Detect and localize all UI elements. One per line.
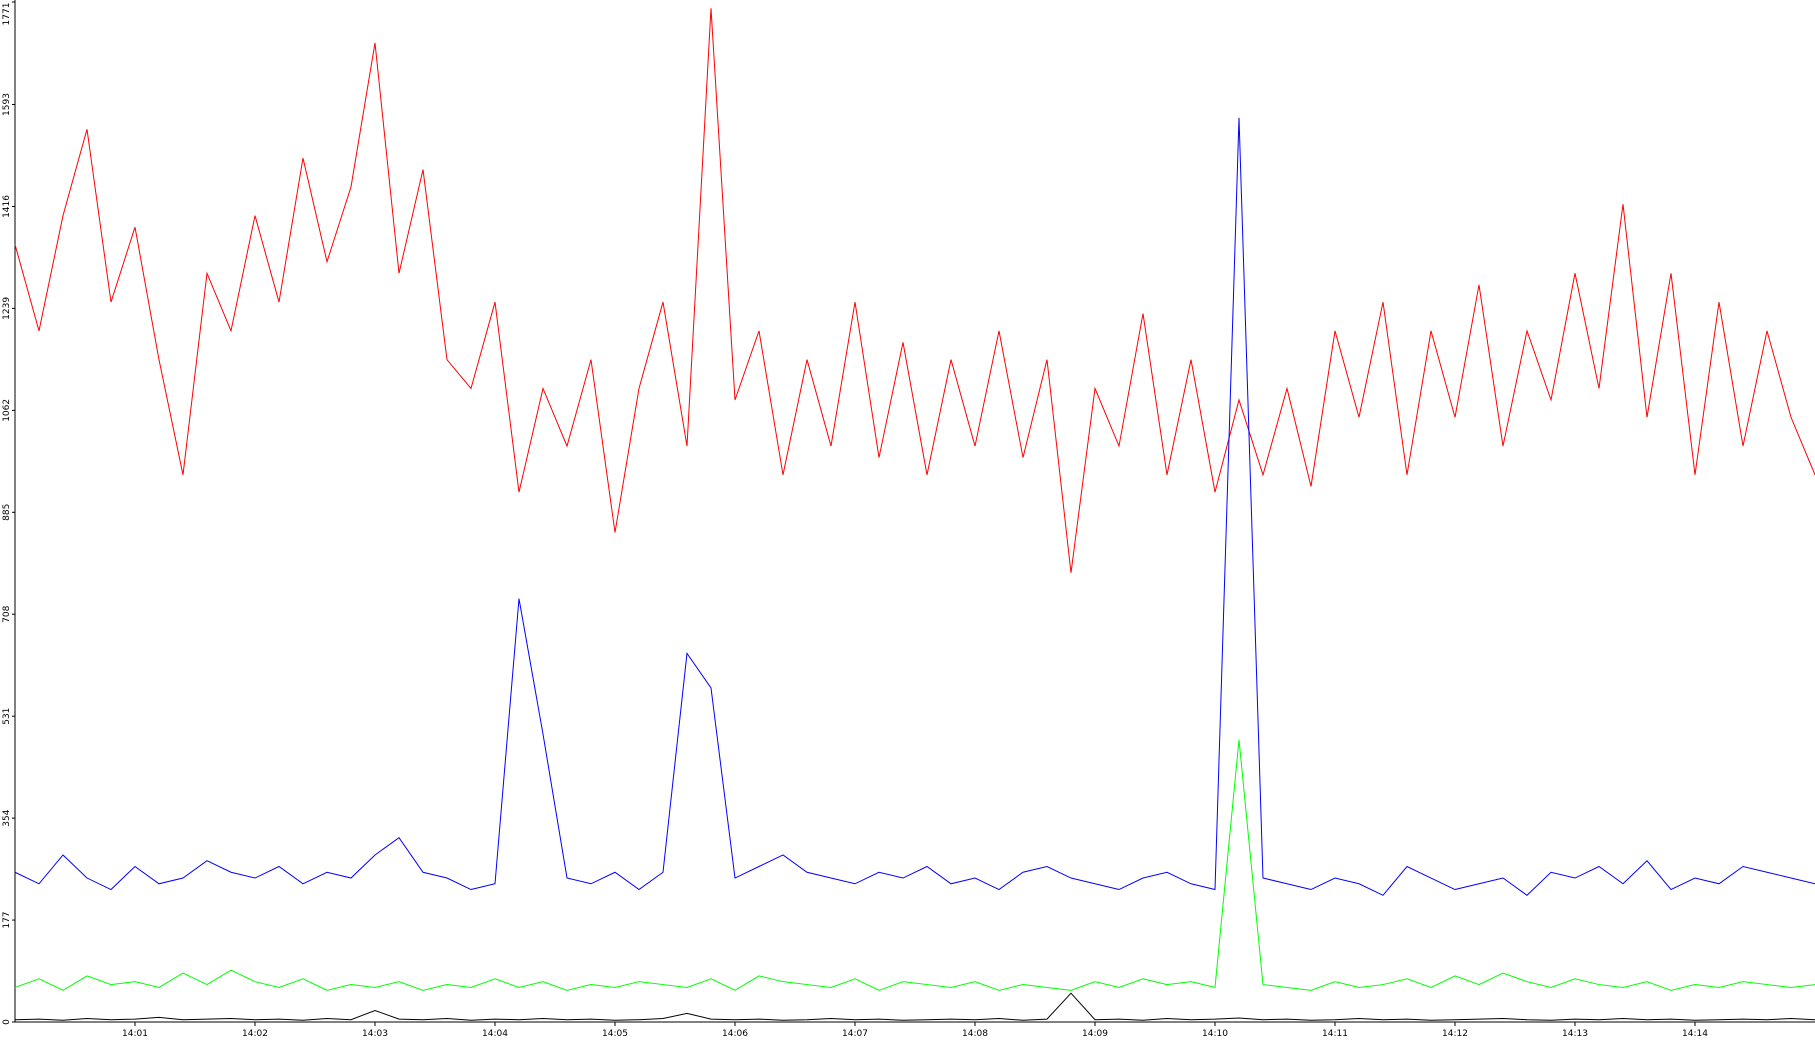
y-tick-label: 177 bbox=[2, 911, 12, 928]
x-tick-label: 14:14 bbox=[1682, 1029, 1708, 1039]
x-tick-label: 14:04 bbox=[482, 1029, 508, 1039]
y-tick-label: 1593 bbox=[2, 93, 12, 116]
x-tick-label: 14:03 bbox=[362, 1029, 388, 1039]
x-tick-label: 14:01 bbox=[122, 1029, 148, 1039]
y-tick-label: 1062 bbox=[2, 399, 12, 422]
series-line bbox=[14, 117, 1815, 896]
y-tick-label: 1771 bbox=[2, 3, 12, 26]
x-tick-label: 14:09 bbox=[1082, 1029, 1108, 1039]
y-tick-label: 885 bbox=[2, 504, 12, 521]
series-line bbox=[14, 8, 1815, 573]
y-tick-label: 1239 bbox=[2, 297, 12, 320]
x-tick-label: 14:02 bbox=[242, 1029, 268, 1039]
y-tick-label: 1416 bbox=[2, 195, 12, 218]
y-tick-label: 0 bbox=[2, 1019, 12, 1025]
x-tick-label: 14:08 bbox=[962, 1029, 988, 1039]
y-tick-label: 354 bbox=[2, 809, 12, 826]
x-tick-label: 14:06 bbox=[722, 1029, 748, 1039]
y-tick-label: 531 bbox=[2, 708, 12, 725]
x-tick-label: 14:10 bbox=[1202, 1029, 1228, 1039]
y-tick-label: 708 bbox=[2, 605, 12, 622]
x-tick-label: 14:12 bbox=[1442, 1029, 1468, 1039]
x-tick-label: 14:13 bbox=[1562, 1029, 1588, 1039]
x-tick-label: 14:11 bbox=[1322, 1029, 1348, 1039]
series-line bbox=[14, 992, 1815, 1021]
series-line bbox=[14, 739, 1815, 991]
x-tick-label: 14:05 bbox=[602, 1029, 628, 1039]
x-tick-label: 14:07 bbox=[842, 1029, 868, 1039]
